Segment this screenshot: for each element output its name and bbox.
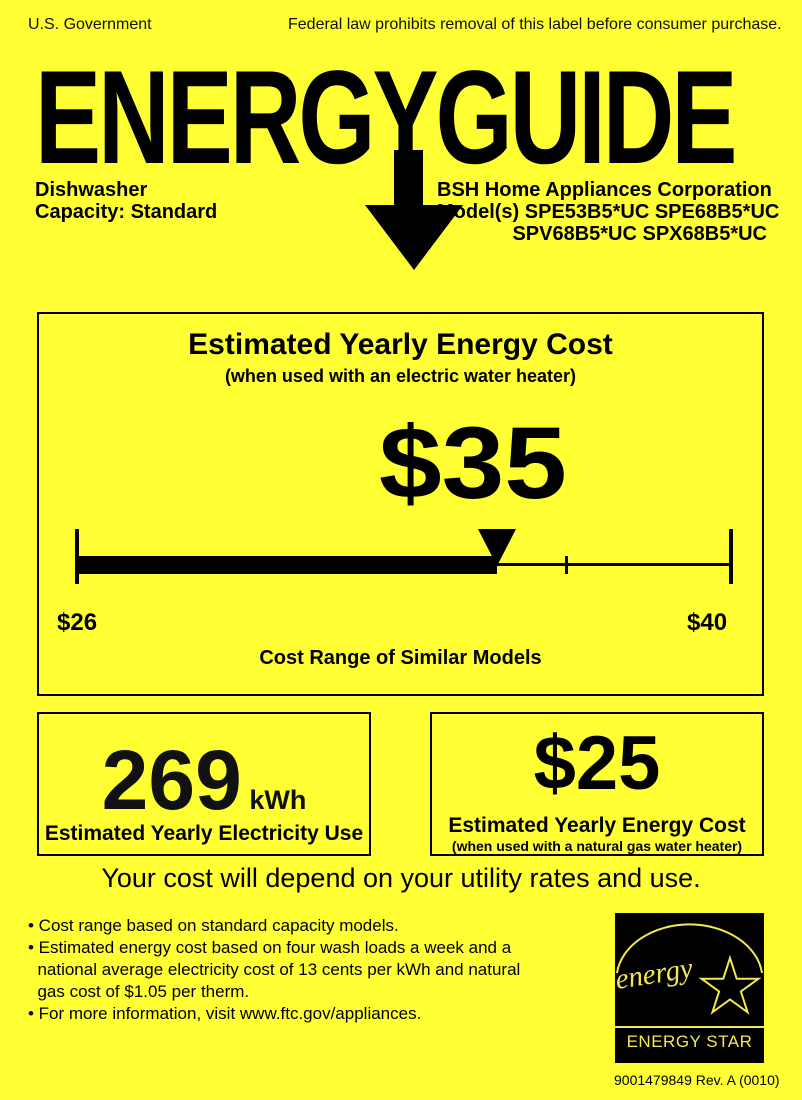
svg-text:energy: energy	[615, 952, 695, 996]
